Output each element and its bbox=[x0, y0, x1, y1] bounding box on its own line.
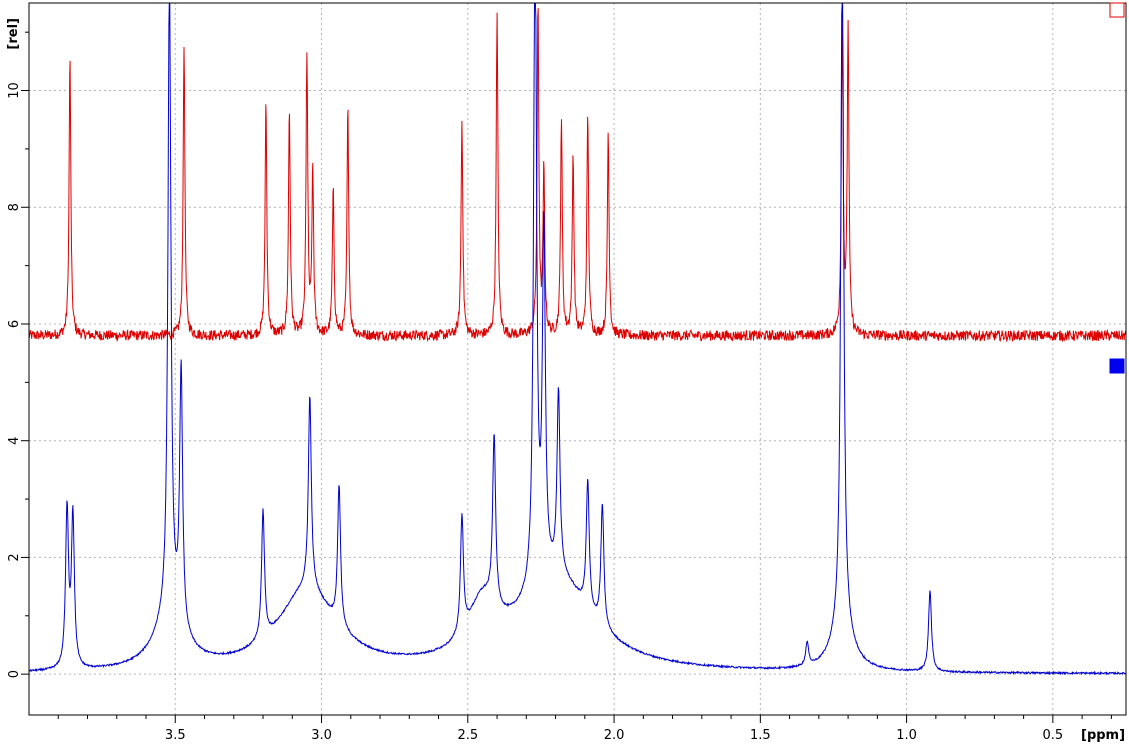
x-tick-label: 3.0 bbox=[311, 728, 332, 743]
plot-background bbox=[29, 3, 1126, 715]
y-tick-label: 8 bbox=[7, 203, 22, 211]
x-tick-label: 2.0 bbox=[604, 728, 625, 743]
plot-frame bbox=[28, 2, 1127, 716]
spectra bbox=[28, 2, 1127, 676]
y-axis-unit-label: [rel] bbox=[6, 18, 21, 50]
x-tick-label: 1.5 bbox=[750, 728, 771, 743]
x-axis-unit-label: [ppm] bbox=[1081, 728, 1125, 743]
y-tick-label: 2 bbox=[7, 553, 22, 561]
y-tick-label: 4 bbox=[7, 437, 22, 445]
y-tick-label: 6 bbox=[7, 320, 22, 328]
y-tick-label: 0 bbox=[7, 670, 22, 678]
x-tick-label: 3.5 bbox=[165, 728, 186, 743]
blue-spectrum-selector[interactable] bbox=[1109, 358, 1125, 374]
red-spectrum-selector[interactable] bbox=[1109, 2, 1125, 18]
x-tick-label: 0.5 bbox=[1043, 728, 1064, 743]
grid bbox=[29, 3, 1126, 715]
x-tick-label: 1.0 bbox=[896, 728, 917, 743]
spectrum-selectors[interactable] bbox=[1109, 2, 1125, 374]
y-tick-label: 10 bbox=[7, 82, 22, 99]
x-tick-label: 2.5 bbox=[457, 728, 478, 743]
axes: 3.5 3.0 2.5 2.0 1.5 1.0 0.5 0 2 4 6 8 10 bbox=[7, 31, 1112, 743]
spectrum-trace-red bbox=[28, 7, 1127, 343]
spectrum-trace-blue bbox=[28, 2, 1127, 676]
